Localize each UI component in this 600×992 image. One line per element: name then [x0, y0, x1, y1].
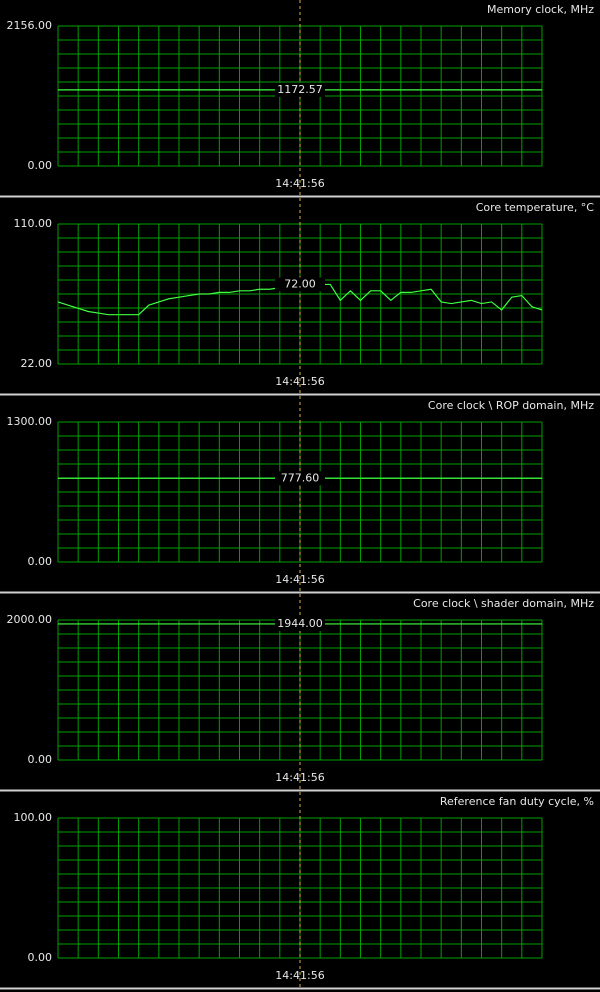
chart-title: Core clock \ ROP domain, MHz: [428, 399, 594, 412]
y-tick-label: 22.00: [21, 357, 53, 370]
cursor-value: 777.60: [281, 471, 320, 484]
cursor-value: 1172.57: [277, 83, 323, 96]
cursor-value: 1944.00: [277, 617, 323, 630]
y-tick-label: 2156.00: [7, 19, 53, 32]
y-tick-label: 2000.00: [7, 613, 53, 626]
time-label: 14:41:56: [275, 177, 324, 190]
y-tick-label: 110.00: [14, 217, 53, 230]
y-tick-label: 0.00: [28, 159, 53, 172]
y-tick-label: 0.00: [28, 951, 53, 964]
y-tick-label: 0.00: [28, 753, 53, 766]
value-label-bg: [275, 82, 325, 97]
value-label-bg: [275, 471, 325, 486]
y-tick-label: 1300.00: [7, 415, 53, 428]
value-label-bg: [275, 277, 325, 292]
chart-title: Core clock \ shader domain, MHz: [413, 597, 594, 610]
chart-title: Memory clock, MHz: [487, 3, 594, 16]
y-tick-label: 0.00: [28, 555, 53, 568]
chart-title: Reference fan duty cycle, %: [440, 795, 594, 808]
cursor-value: 72.00: [284, 277, 316, 290]
chart-title: Core temperature, °C: [476, 201, 595, 214]
y-tick-label: 100.00: [14, 811, 53, 824]
value-label-bg: [275, 616, 325, 631]
time-label: 14:41:56: [275, 573, 324, 586]
time-label: 14:41:56: [275, 969, 324, 982]
time-label: 14:41:56: [275, 375, 324, 388]
time-label: 14:41:56: [275, 771, 324, 784]
